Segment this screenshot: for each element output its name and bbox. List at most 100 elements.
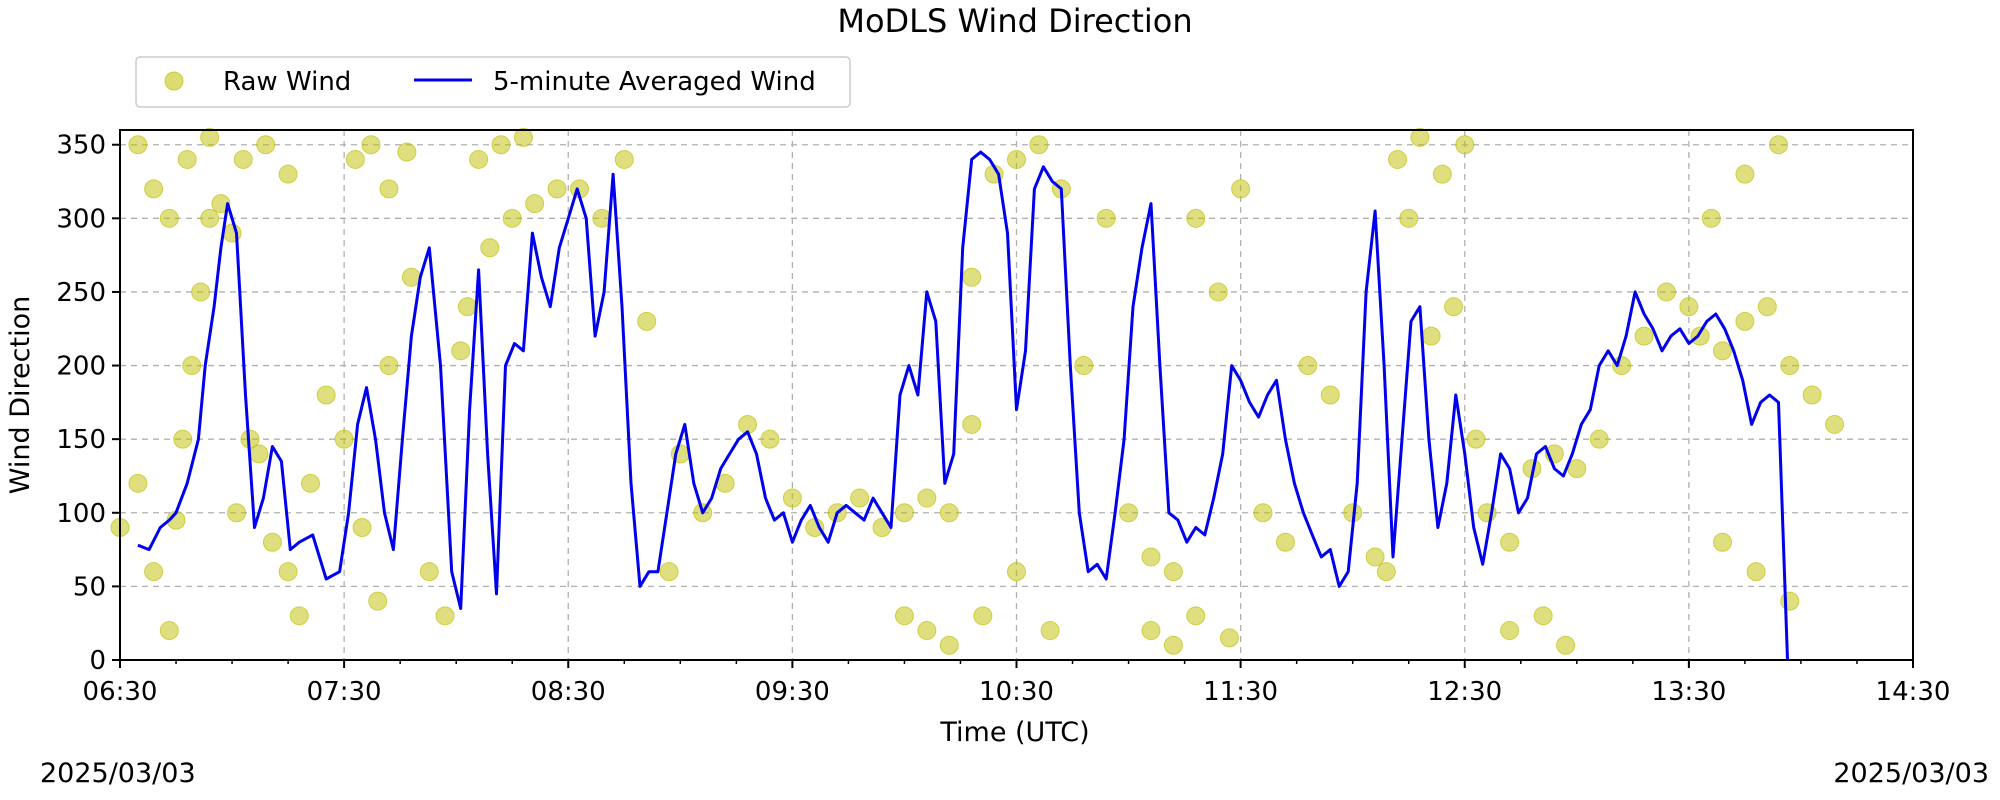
raw-wind-point [1074,356,1094,376]
raw-wind-point [1780,356,1800,376]
x-tick-label: 13:30 [1651,677,1726,707]
raw-wind-point [435,606,455,626]
raw-wind-point [1780,591,1800,611]
x-tick-label: 12:30 [1427,677,1502,707]
raw-wind-point [894,606,914,626]
raw-wind-point [894,503,914,523]
raw-wind-point [525,194,545,214]
legend: Raw Wind 5-minute Averaged Wind [135,56,851,108]
raw-wind-point [1533,606,1553,626]
raw-wind-point [614,149,634,169]
legend-box [135,56,851,108]
raw-wind-point [1712,532,1732,552]
y-axis: 0 50 100 150 200 250 300 350 [56,131,120,676]
raw-wind-point [1029,135,1049,155]
raw-wind-point [1119,503,1139,523]
raw-wind-point [1825,414,1845,434]
raw-wind-point [480,238,500,258]
x-tick-label: 14:30 [1876,677,1951,707]
raw-wind-point [451,341,471,361]
raw-wind-point [1802,385,1822,405]
raw-wind-point [1634,326,1654,346]
y-tick-label: 0 [89,646,106,676]
averaged-wind-series-line [137,150,1789,661]
footer-date-right: 2025/03/03 [1833,758,1989,789]
raw-wind-point [159,621,179,641]
raw-wind-point [200,208,220,228]
raw-wind-point [1556,635,1576,655]
raw-wind-point [1007,562,1026,582]
raw-wind-point [379,179,399,199]
raw-wind-point [917,488,937,508]
raw-wind-point [1208,282,1228,302]
x-tick-label: 11:30 [1203,677,1278,707]
raw-wind-point [1466,429,1486,449]
raw-wind-point [1612,356,1632,376]
raw-wind-point [1231,179,1251,199]
raw-wind-point [397,142,417,162]
y-tick-label: 200 [56,352,106,382]
x-axis-label: Time (UTC) [939,717,1089,748]
footer-date-left: 2025/03/03 [40,758,196,789]
raw-wind-point [457,297,477,317]
raw-wind-point [513,127,533,147]
x-tick-label: 08:30 [531,677,606,707]
raw-wind-point [760,429,780,449]
y-tick-label: 350 [56,131,106,161]
raw-wind-point [1298,356,1318,376]
raw-wind-point [1219,628,1239,648]
x-axis: 06:30 07:30 08:30 09:30 10:30 11:30 12:30 13:30… [83,660,1951,707]
raw-wind-point [1735,164,1755,184]
raw-wind-point [1186,208,1206,228]
x-tick-label: 06:30 [83,677,158,707]
raw-wind-point [173,429,193,449]
raw-wind-point [782,488,802,508]
raw-wind-point [1040,621,1060,641]
raw-wind-point [1376,562,1396,582]
raw-wind-point [334,429,354,449]
raw-wind-point [1186,606,1206,626]
raw-wind-point [278,562,298,582]
raw-wind-point [1500,532,1520,552]
raw-wind-point [361,135,381,155]
raw-wind-point [962,414,982,434]
raw-wind-point [128,135,148,155]
raw-wind-point [316,385,336,405]
raw-wind-point [1163,562,1183,582]
raw-wind-point [191,282,211,302]
raw-wind-point [1141,547,1161,567]
raw-wind-point [1253,503,1273,523]
x-tick-label: 10:30 [979,677,1054,707]
chart-title: MoDLS Wind Direction [837,2,1192,40]
raw-wind-point [939,503,959,523]
raw-wind-point [211,194,231,214]
raw-wind-point [502,208,522,228]
raw-wind-point [805,518,825,537]
raw-wind-point [973,606,993,626]
raw-wind-point [352,518,372,537]
y-tick-label: 250 [56,278,106,308]
raw-wind-point [249,444,269,464]
raw-wind-point [1399,208,1419,228]
raw-wind-point [128,473,148,493]
raw-wind-point [1163,635,1183,655]
raw-wind-point [1656,282,1676,302]
raw-wind-point [1096,208,1116,228]
raw-wind-point [491,135,511,155]
raw-wind-point [1421,326,1441,346]
y-tick-label: 100 [56,499,106,529]
raw-wind-point [177,149,197,169]
raw-wind-point [1735,311,1755,331]
raw-wind-point [1410,127,1430,147]
raw-wind-point [401,267,421,287]
raw-wind-point [379,356,399,376]
legend-raw-marker [164,71,184,91]
raw-wind-point [1007,149,1026,169]
raw-wind-point [301,473,321,493]
raw-wind-point [1690,326,1710,346]
raw-wind-point [1769,135,1789,155]
y-tick-label: 300 [56,204,106,234]
raw-wind-point [547,179,567,199]
raw-wind-point [233,149,253,169]
